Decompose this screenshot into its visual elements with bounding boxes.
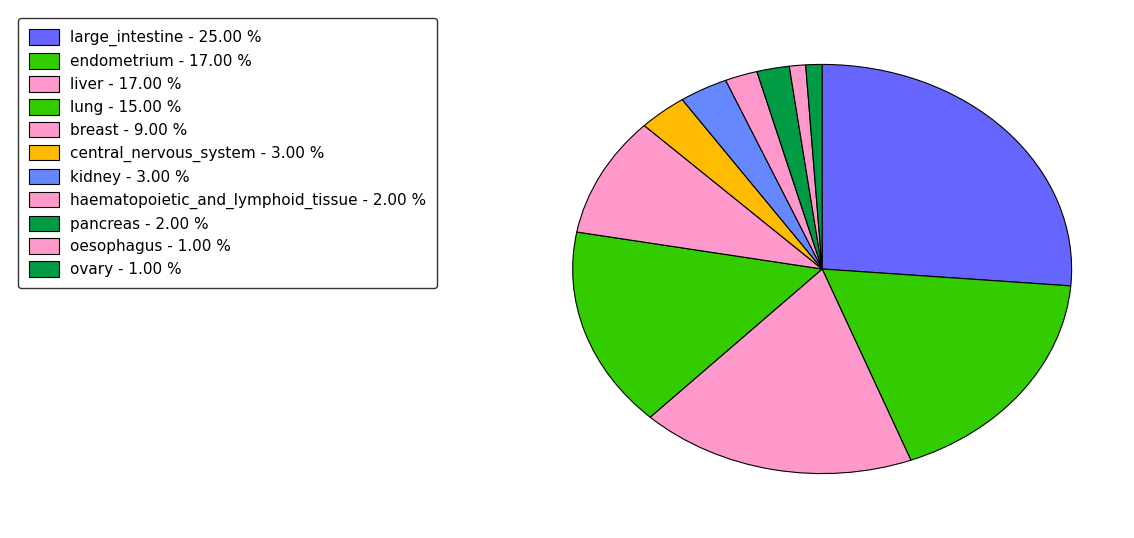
Wedge shape: [822, 269, 1070, 460]
Wedge shape: [822, 65, 1072, 286]
Wedge shape: [573, 232, 822, 417]
Legend: large_intestine - 25.00 %, endometrium - 17.00 %, liver - 17.00 %, lung - 15.00 : large_intestine - 25.00 %, endometrium -…: [18, 18, 437, 288]
Wedge shape: [683, 80, 822, 269]
Wedge shape: [726, 72, 822, 269]
Wedge shape: [756, 66, 822, 269]
Wedge shape: [650, 269, 911, 473]
Wedge shape: [577, 125, 822, 269]
Wedge shape: [789, 65, 822, 269]
Wedge shape: [805, 65, 822, 269]
Wedge shape: [644, 100, 822, 269]
